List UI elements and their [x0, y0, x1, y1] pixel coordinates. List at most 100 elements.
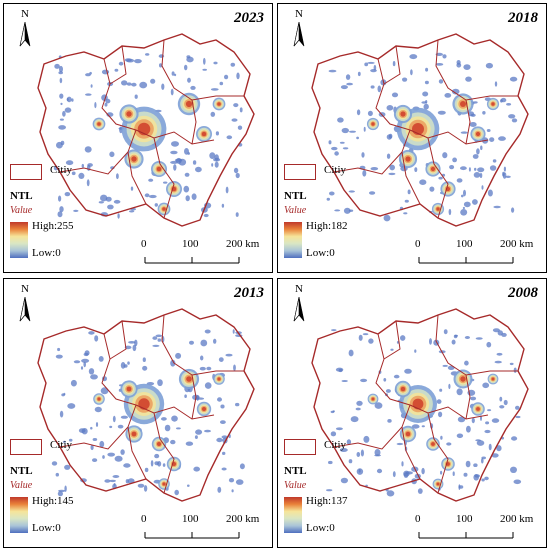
- legend: Citiy NTL Value High:255 Low:0: [10, 164, 110, 264]
- light-patch: [90, 426, 93, 430]
- color-ramp: [10, 497, 28, 533]
- light-patch: [185, 441, 194, 446]
- light-patch: [85, 73, 91, 77]
- light-patch: [57, 347, 61, 352]
- light-patch: [71, 171, 76, 176]
- light-patch: [370, 85, 375, 89]
- light-patch: [463, 201, 471, 208]
- light-patch: [81, 358, 90, 363]
- light-patch: [390, 348, 394, 351]
- light-cluster: [460, 101, 466, 107]
- light-patch: [443, 329, 448, 335]
- light-patch: [214, 161, 219, 168]
- light-patch: [235, 402, 240, 407]
- city-boundary: [375, 58, 411, 131]
- light-patch: [402, 77, 408, 82]
- light-patch: [339, 141, 345, 144]
- light-patch: [100, 387, 109, 395]
- scale-tick-200: 200 km: [500, 238, 534, 250]
- map-panel-2013: 2013 N Citiy NTL Value High:145 Low:0 0 100 200 k…: [3, 278, 273, 548]
- city-boundary: [435, 39, 518, 101]
- light-patch: [154, 203, 158, 207]
- light-patch: [400, 335, 406, 341]
- light-patch: [85, 93, 92, 96]
- light-patch: [438, 79, 444, 84]
- light-patch: [363, 435, 370, 443]
- light-cluster: [476, 407, 480, 411]
- light-patch: [204, 429, 211, 433]
- light-patch: [486, 341, 492, 348]
- value-label: Value: [10, 205, 33, 216]
- light-patch: [410, 69, 413, 76]
- light-patch: [116, 173, 119, 180]
- light-patch: [215, 131, 219, 136]
- light-patch: [78, 428, 86, 433]
- light-patch: [448, 383, 451, 390]
- light-patch: [237, 125, 243, 130]
- low-label: Low:0: [306, 247, 335, 259]
- light-patch: [54, 63, 60, 69]
- light-patch: [131, 82, 137, 87]
- light-patch: [425, 67, 429, 72]
- light-patch: [491, 453, 499, 458]
- light-cluster: [491, 102, 495, 106]
- light-patch: [337, 117, 344, 123]
- light-patch: [339, 448, 348, 452]
- light-patch: [342, 147, 349, 150]
- light-patch: [361, 152, 365, 158]
- light-patch: [487, 409, 492, 412]
- light-patch: [130, 186, 134, 191]
- north-arrow-icon: N: [286, 283, 312, 325]
- light-patch: [460, 209, 468, 216]
- city-label: Citiy: [50, 164, 73, 176]
- scale-bar: 0 100 200 km: [415, 238, 533, 268]
- light-patch: [481, 478, 485, 482]
- light-patch: [440, 470, 443, 475]
- light-patch: [175, 352, 182, 359]
- light-patch: [356, 400, 363, 406]
- light-patch: [66, 96, 72, 103]
- light-patch: [489, 137, 495, 143]
- light-patch: [178, 158, 187, 166]
- light-patch: [505, 175, 511, 178]
- light-patch: [190, 85, 196, 90]
- light-patch: [217, 486, 222, 493]
- light-patch: [210, 88, 219, 91]
- light-patch: [220, 420, 226, 424]
- city-boundary: [161, 39, 244, 101]
- light-patch: [107, 204, 114, 210]
- light-patch: [364, 62, 369, 67]
- light-patch: [335, 367, 344, 372]
- light-patch: [57, 211, 63, 218]
- light-patch: [235, 172, 240, 179]
- light-patch: [475, 439, 481, 442]
- light-patch: [170, 439, 176, 445]
- light-patch: [109, 479, 116, 483]
- light-patch: [221, 203, 225, 208]
- light-cluster: [162, 207, 166, 211]
- light-patch: [218, 357, 224, 362]
- city-boundary: [191, 374, 197, 420]
- light-patch: [501, 332, 507, 337]
- light-patch: [83, 352, 89, 357]
- light-patch: [170, 88, 174, 96]
- light-patch: [468, 167, 471, 172]
- light-patch: [367, 110, 373, 117]
- city-boundary: [153, 137, 175, 219]
- light-patch: [486, 129, 491, 132]
- light-patch: [55, 354, 63, 359]
- light-patch: [73, 360, 81, 364]
- light-patch: [94, 102, 97, 109]
- light-patch: [57, 491, 64, 497]
- light-cluster: [185, 100, 193, 108]
- light-patch: [509, 76, 518, 82]
- light-patch: [462, 206, 465, 210]
- light-cluster: [201, 131, 207, 137]
- light-patch: [117, 213, 120, 219]
- light-cluster: [412, 398, 424, 410]
- light-patch: [194, 435, 198, 439]
- light-patch: [350, 416, 359, 423]
- city-boundary: [127, 404, 147, 480]
- city-swatch: [284, 439, 316, 455]
- light-patch: [193, 466, 200, 472]
